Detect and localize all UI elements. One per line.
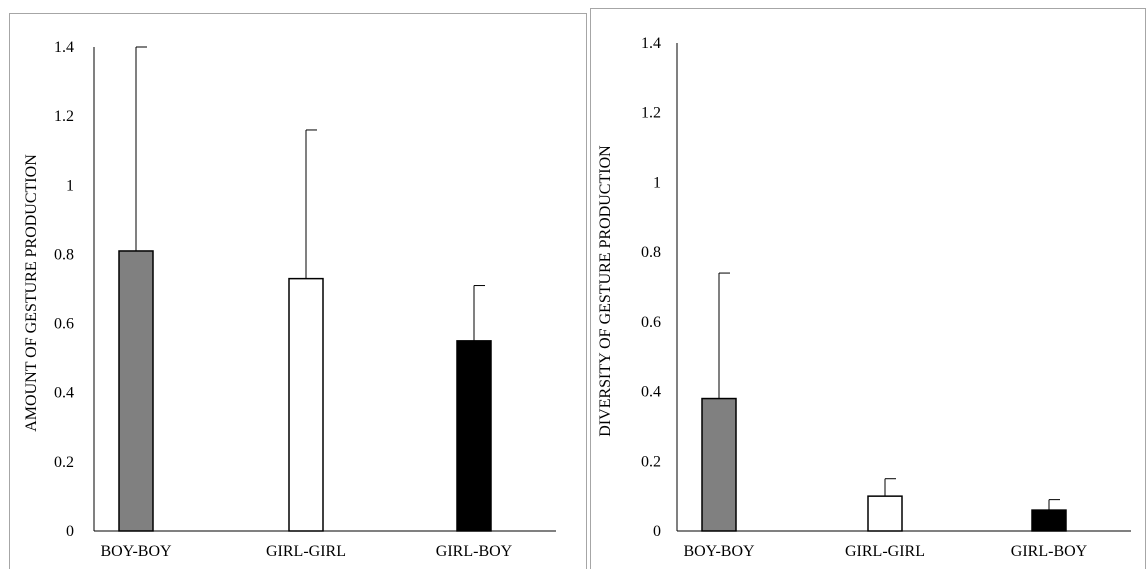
x-category-label: GIRL-BOY — [436, 543, 513, 560]
x-category-label: GIRL-GIRL — [266, 543, 346, 560]
y-tick-label: 1.4 — [641, 35, 661, 52]
bar-girl-boy — [1031, 509, 1067, 532]
y-tick-labels: 0 0.2 0.4 0.6 0.8 1 1.2 1.4 — [641, 35, 661, 540]
y-tick-label: 1.2 — [54, 108, 74, 125]
error-bars — [718, 272, 1060, 511]
y-tick-label: 0.8 — [641, 244, 661, 261]
amount-gesture-chart: 0 0.2 0.4 0.6 0.8 1 1.2 1.4 BOY-BOY GIRL-GIRL GIR… — [23, 39, 556, 560]
y-axis-title: AMOUNT OF GESTURE PRODUCTION — [23, 154, 40, 432]
x-category-label: GIRL-BOY — [1011, 543, 1088, 560]
y-tick-label: 0 — [653, 523, 661, 540]
bar-boy-boy — [118, 250, 154, 532]
y-axis-title: DIVERSITY OF GESTURE PRODUCTION — [597, 145, 614, 437]
left-chart-frame — [9, 13, 587, 569]
y-tick-label: 1.4 — [54, 39, 74, 56]
error-bars — [135, 46, 485, 341]
y-tick-label: 0.4 — [641, 384, 661, 401]
y-tick-label: 0 — [66, 523, 74, 540]
y-tick-label: 1 — [66, 177, 74, 194]
y-tick-labels: 0 0.2 0.4 0.6 0.8 1 1.2 1.4 — [54, 39, 74, 540]
y-tick-label: 0.6 — [54, 316, 74, 333]
y-tick-label: 1.2 — [641, 105, 661, 122]
bars — [701, 397, 1067, 532]
bars — [118, 250, 492, 532]
right-chart-frame — [590, 8, 1146, 569]
x-category-label: BOY-BOY — [100, 543, 172, 560]
y-tick-label: 0.4 — [54, 385, 74, 402]
y-tick-label: 0.2 — [54, 454, 74, 471]
y-tick-label: 0.2 — [641, 453, 661, 470]
x-category-labels: BOY-BOY GIRL-GIRL GIRL-BOY — [100, 543, 512, 560]
bar-girl-boy — [456, 340, 492, 532]
y-tick-label: 0.6 — [641, 314, 661, 331]
x-category-label: BOY-BOY — [683, 543, 755, 560]
bar-girl-girl — [288, 277, 324, 532]
bar-boy-boy — [701, 397, 737, 532]
y-tick-label: 1 — [653, 174, 661, 191]
y-tick-label: 0.8 — [54, 246, 74, 263]
x-category-label: GIRL-GIRL — [845, 543, 925, 560]
x-category-labels: BOY-BOY GIRL-GIRL GIRL-BOY — [683, 543, 1087, 560]
bar-girl-girl — [867, 495, 903, 532]
diversity-gesture-chart: 0 0.2 0.4 0.6 0.8 1 1.2 1.4 BOY-BOY GIRL-GIRL GIR… — [597, 35, 1131, 560]
